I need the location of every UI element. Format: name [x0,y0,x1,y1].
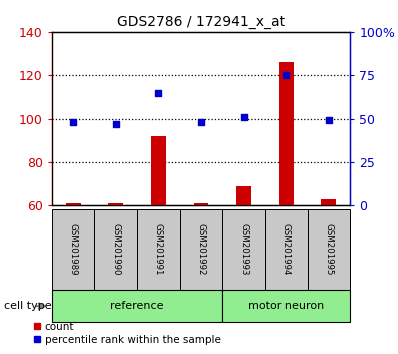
Point [326,118,332,123]
Point [240,114,247,120]
Text: GSM201995: GSM201995 [324,223,334,276]
Text: GSM201994: GSM201994 [282,223,291,276]
Legend: count, percentile rank within the sample: count, percentile rank within the sample [29,317,225,349]
Bar [279,62,294,205]
Bar [108,203,123,205]
Bar [193,203,209,205]
Point [70,119,76,125]
Title: GDS2786 / 172941_x_at: GDS2786 / 172941_x_at [117,16,285,29]
Text: GSM201991: GSM201991 [154,223,163,276]
Bar [66,203,80,205]
Text: GSM201990: GSM201990 [111,223,120,276]
Text: motor neuron: motor neuron [248,301,324,311]
Text: GSM201993: GSM201993 [239,223,248,276]
Bar [236,186,251,205]
Point [283,73,289,78]
Bar [322,199,336,205]
Text: GSM201992: GSM201992 [197,223,205,276]
Point [155,90,162,96]
Bar [151,136,166,205]
Text: cell type: cell type [4,301,52,311]
Text: reference: reference [110,301,164,311]
Point [113,121,119,127]
Text: GSM201989: GSM201989 [68,223,78,276]
Point [198,119,204,125]
